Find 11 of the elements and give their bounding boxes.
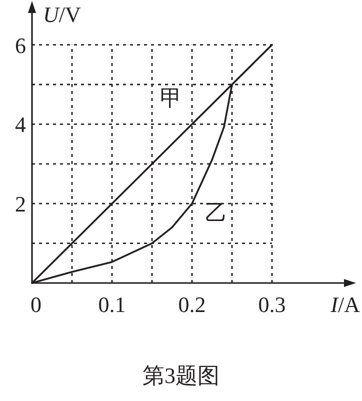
x-tick-label: 0.1 <box>98 292 126 317</box>
y-axis-title: U/V <box>43 2 82 27</box>
x-tick-label: 0 <box>30 292 42 317</box>
series-label: 甲 <box>160 85 182 110</box>
y-tick-label: 6 <box>15 32 26 58</box>
text: 第3题图 <box>142 363 220 388</box>
y-tick-label: 4 <box>15 112 26 138</box>
x-tick-label: 0.3 <box>258 292 286 317</box>
x-tick-label: 0.2 <box>178 292 206 317</box>
y-tick-label: 2 <box>15 192 26 217</box>
x-axis-title: I/A <box>330 292 360 317</box>
